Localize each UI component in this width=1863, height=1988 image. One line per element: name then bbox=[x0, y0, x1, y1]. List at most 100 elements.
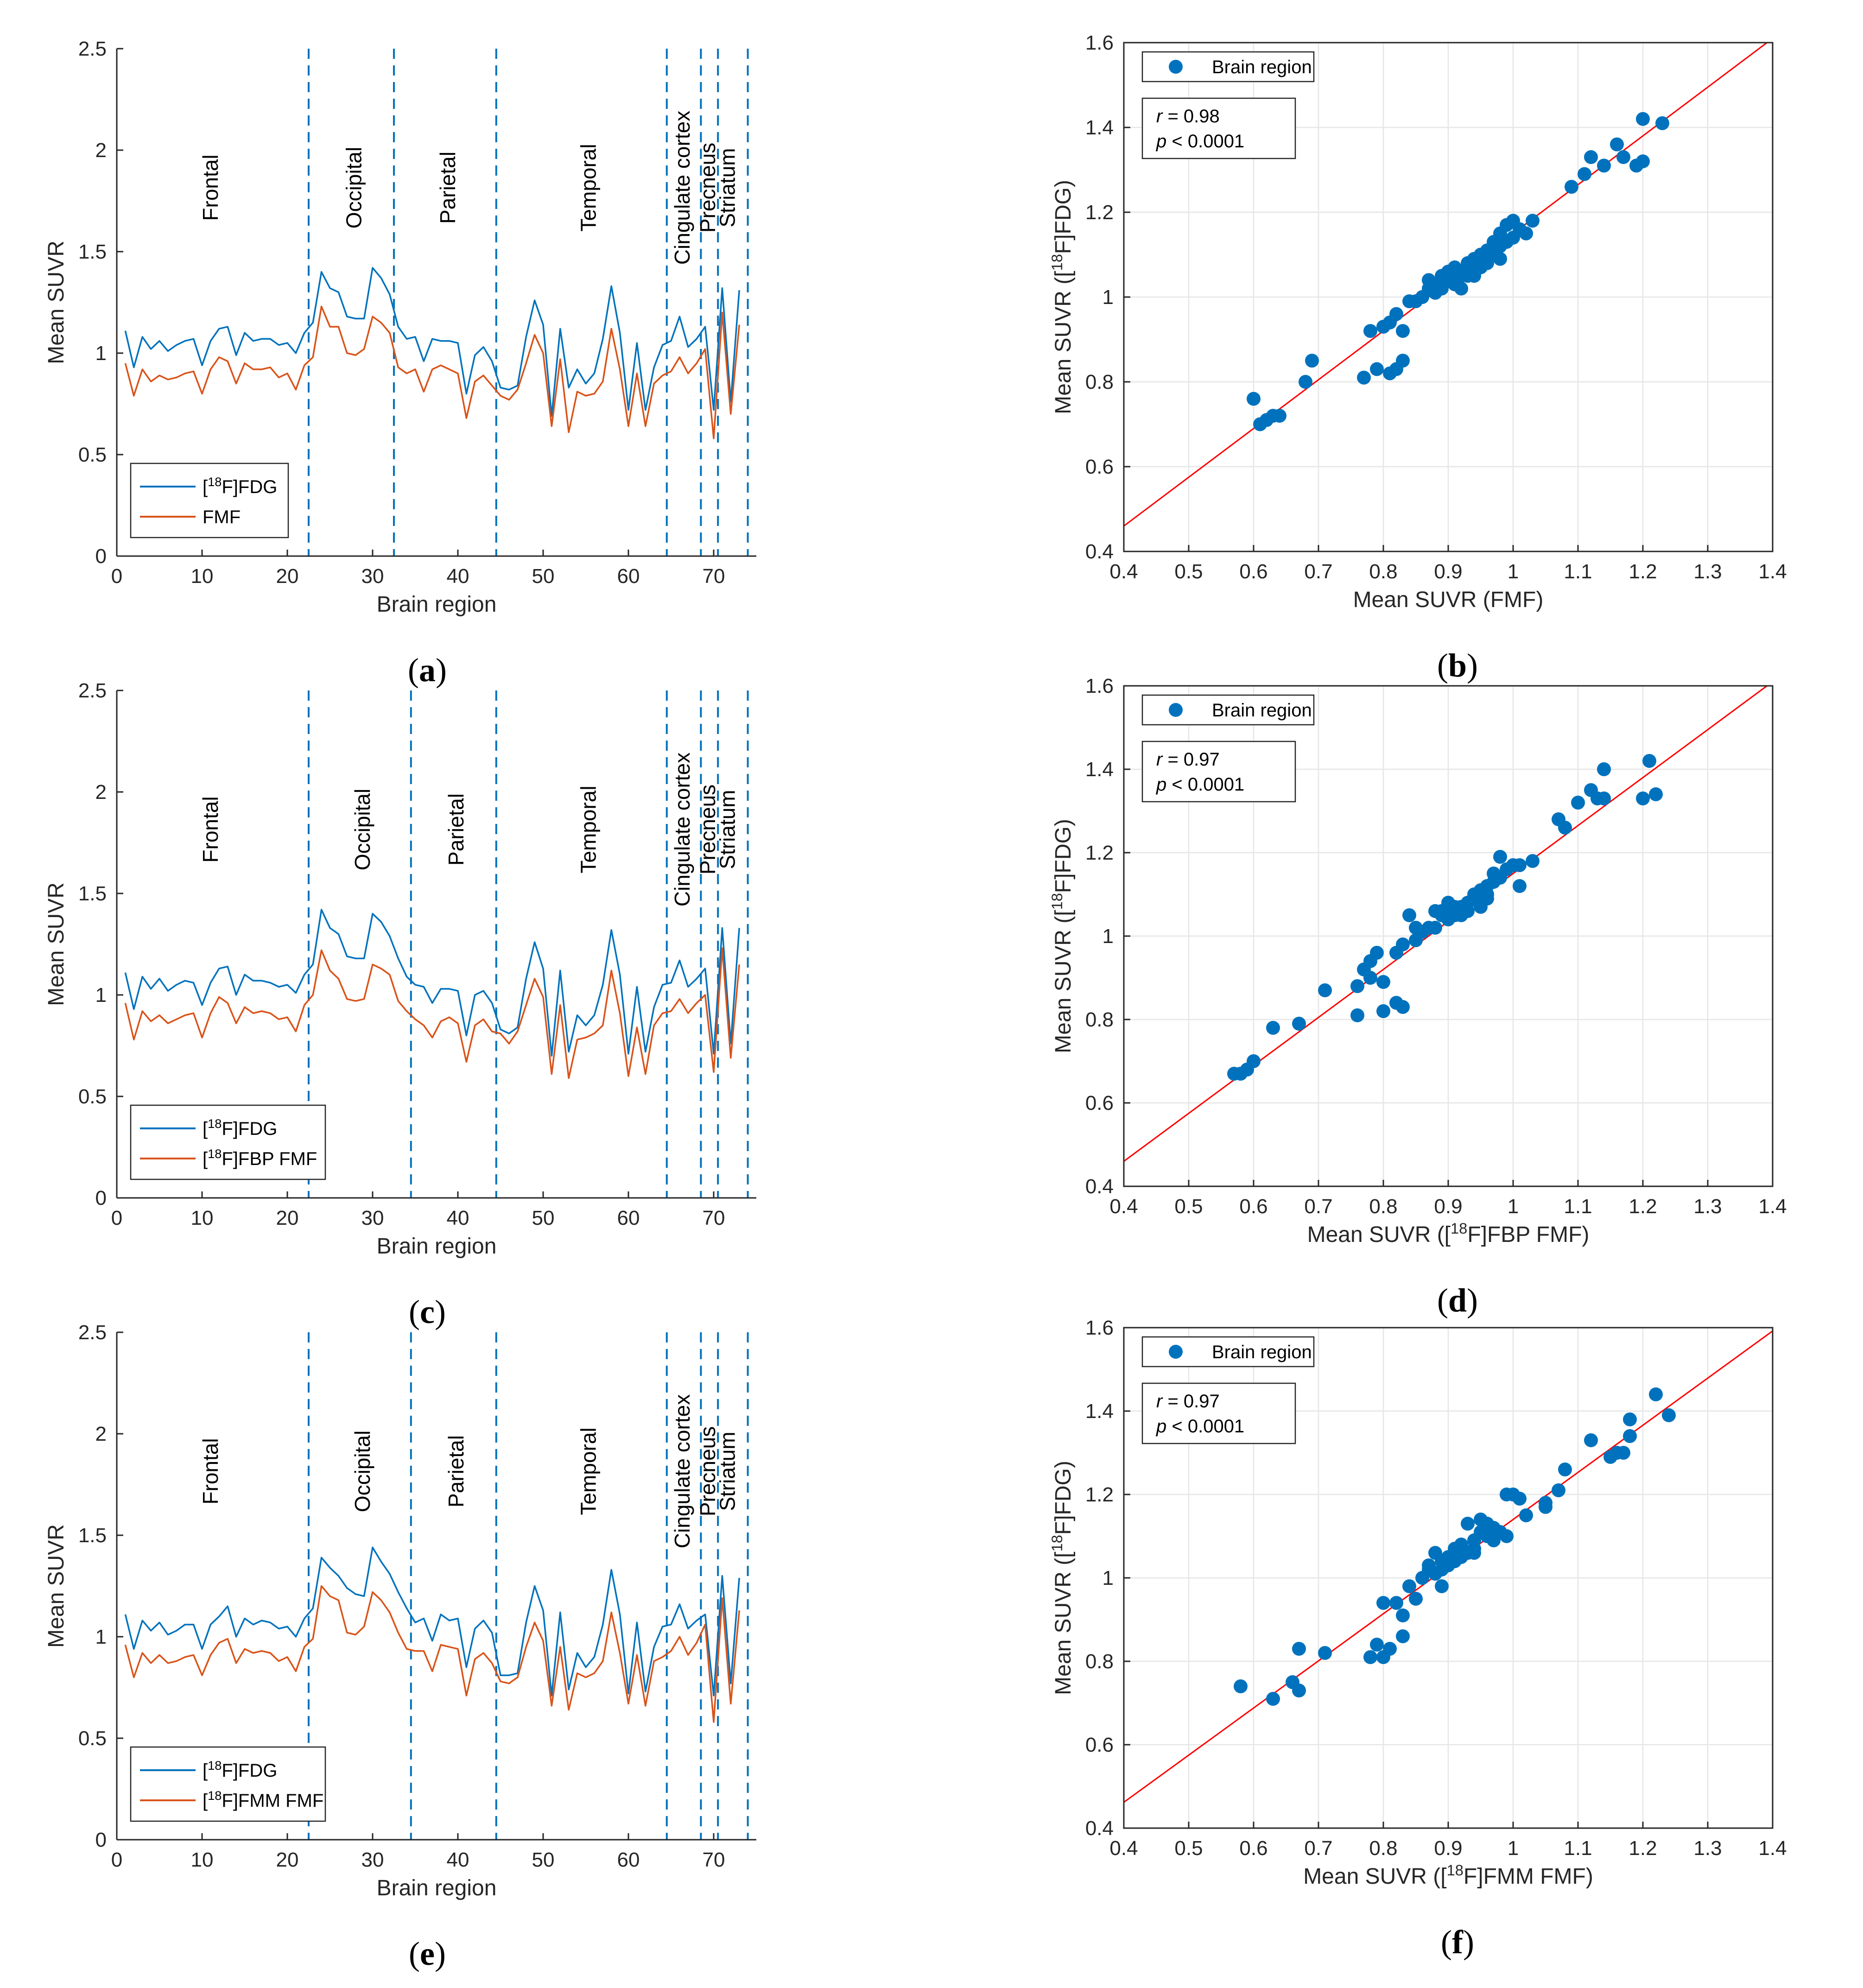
region-label: Occipital bbox=[342, 147, 366, 228]
data-point bbox=[1454, 281, 1468, 296]
x-tick-label: 60 bbox=[617, 565, 640, 588]
x-tick-label: 70 bbox=[703, 1207, 725, 1229]
x-tick-label: 30 bbox=[361, 565, 384, 588]
y-tick-label: 1.4 bbox=[1085, 116, 1114, 139]
x-tick-label: 50 bbox=[532, 1207, 555, 1229]
data-point bbox=[1565, 180, 1578, 194]
data-point bbox=[1266, 1021, 1280, 1035]
y-tick-label: 2 bbox=[95, 1423, 107, 1445]
region-label: Frontal bbox=[198, 1438, 222, 1504]
x-tick-label: 40 bbox=[447, 1849, 469, 1871]
x-tick-label: 0.5 bbox=[1174, 1837, 1203, 1860]
x-tick-label: 20 bbox=[276, 1207, 299, 1229]
region-label: Cingulate cortex bbox=[670, 111, 694, 265]
x-tick-label: 1.4 bbox=[1758, 560, 1787, 583]
data-point bbox=[1376, 1004, 1390, 1018]
y-tick-label: 1 bbox=[1103, 286, 1114, 309]
x-tick-label: 0.4 bbox=[1109, 1195, 1138, 1218]
y-tick-label: 0.4 bbox=[1085, 1817, 1114, 1840]
data-point bbox=[1513, 1492, 1527, 1506]
data-point bbox=[1389, 307, 1403, 321]
region-label: Precneus bbox=[696, 785, 720, 874]
series-line bbox=[124, 305, 740, 439]
x-tick-label: 1.3 bbox=[1693, 1195, 1722, 1218]
y-tick-label: 1 bbox=[95, 1626, 107, 1648]
legend-label: FMF bbox=[203, 507, 241, 527]
legend-box bbox=[130, 1104, 326, 1180]
data-point bbox=[1500, 1529, 1514, 1543]
x-tick-label: 60 bbox=[617, 1849, 640, 1871]
y-tick-label: 2.5 bbox=[78, 38, 107, 60]
region-label: Frontal bbox=[198, 154, 222, 221]
y-tick-label: 1 bbox=[95, 342, 107, 365]
data-point bbox=[1396, 324, 1410, 338]
x-tick-label: 0.7 bbox=[1304, 560, 1332, 583]
y-tick-label: 0.5 bbox=[78, 1085, 107, 1108]
data-point bbox=[1480, 1525, 1494, 1539]
x-tick-label: 0 bbox=[111, 1849, 122, 1871]
y-tick-label: 1.2 bbox=[1085, 201, 1114, 224]
series-line bbox=[124, 267, 740, 417]
y-tick-label: 0 bbox=[95, 545, 107, 568]
x-tick-label: 0.7 bbox=[1304, 1195, 1332, 1218]
x-axis-label: Brain region bbox=[377, 1234, 497, 1259]
legend-label: [18F]FMM FMF bbox=[203, 1788, 323, 1811]
data-point bbox=[1493, 850, 1507, 864]
data-point bbox=[1467, 269, 1481, 283]
x-tick-label: 50 bbox=[532, 565, 555, 588]
series-line bbox=[124, 947, 740, 1079]
legend-label: Brain region bbox=[1212, 1342, 1312, 1362]
x-tick-label: 1 bbox=[1508, 560, 1519, 583]
x-tick-label: 0.6 bbox=[1239, 1195, 1267, 1218]
x-axis-label: Mean SUVR (FMF) bbox=[1353, 588, 1544, 612]
data-point bbox=[1273, 409, 1286, 423]
x-tick-label: 0.8 bbox=[1369, 1195, 1397, 1218]
data-point bbox=[1318, 1646, 1332, 1660]
x-tick-label: 0.8 bbox=[1369, 560, 1397, 583]
data-point bbox=[1636, 154, 1650, 169]
legend-box bbox=[130, 462, 289, 538]
region-label: Striatum bbox=[715, 1431, 739, 1511]
data-point bbox=[1493, 252, 1507, 266]
stats-p: p < 0.0001 bbox=[1156, 131, 1244, 152]
data-point bbox=[1292, 1642, 1306, 1656]
data-point bbox=[1539, 1496, 1552, 1510]
x-tick-label: 0.7 bbox=[1304, 1837, 1332, 1860]
stats-box bbox=[1141, 1382, 1296, 1444]
data-point bbox=[1480, 252, 1494, 266]
legend-label: [18F]FDG bbox=[203, 1758, 277, 1781]
data-point bbox=[1357, 370, 1371, 385]
legend-label: [18F]FDG bbox=[203, 475, 277, 497]
x-tick-label: 0.5 bbox=[1174, 560, 1203, 583]
data-point bbox=[1350, 979, 1364, 993]
y-tick-label: 2 bbox=[95, 139, 107, 162]
data-point bbox=[1247, 392, 1261, 406]
legend-marker bbox=[1169, 1345, 1183, 1359]
x-tick-label: 10 bbox=[191, 565, 214, 588]
region-label: Temporal bbox=[576, 785, 600, 873]
data-point bbox=[1428, 921, 1442, 935]
x-tick-label: 1.2 bbox=[1629, 1195, 1657, 1218]
stats-box bbox=[1141, 741, 1296, 803]
region-label: Precneus bbox=[696, 143, 720, 233]
legend-label: Brain region bbox=[1212, 700, 1312, 721]
scatter-panel-b: 0.4 0.5 0.6 0.7 0.8 0.9 1 1.1 1.2 1.3 1.4 0.4 0.6 0.8… bbox=[1048, 32, 1787, 612]
region-label: Striatum bbox=[715, 790, 739, 869]
data-point bbox=[1318, 983, 1332, 997]
scatter-panel-d: 0.4 0.5 0.6 0.7 0.8 0.9 1 1.1 1.2 1.3 1.4 0.4 0.6 0.8… bbox=[1048, 675, 1787, 1247]
data-point bbox=[1513, 858, 1527, 872]
line-panel-a: Frontal Occipital Parietal Temporal Cingulat… bbox=[44, 38, 756, 617]
y-tick-label: 0.5 bbox=[78, 1727, 107, 1750]
data-point bbox=[1578, 167, 1591, 181]
region-label: Temporal bbox=[576, 1427, 600, 1515]
data-point bbox=[1662, 1408, 1676, 1422]
x-axis-label: Brain region bbox=[377, 592, 497, 617]
y-tick-label: 0.4 bbox=[1085, 1175, 1114, 1198]
y-axis-label: Mean SUVR ([18F]FDG) bbox=[1048, 1461, 1076, 1695]
data-point bbox=[1409, 1592, 1423, 1606]
panel-label-f: (f) bbox=[1441, 1924, 1474, 1961]
data-point bbox=[1292, 1017, 1306, 1031]
x-tick-label: 30 bbox=[361, 1207, 384, 1229]
data-point bbox=[1396, 1000, 1410, 1014]
data-point bbox=[1441, 269, 1455, 283]
